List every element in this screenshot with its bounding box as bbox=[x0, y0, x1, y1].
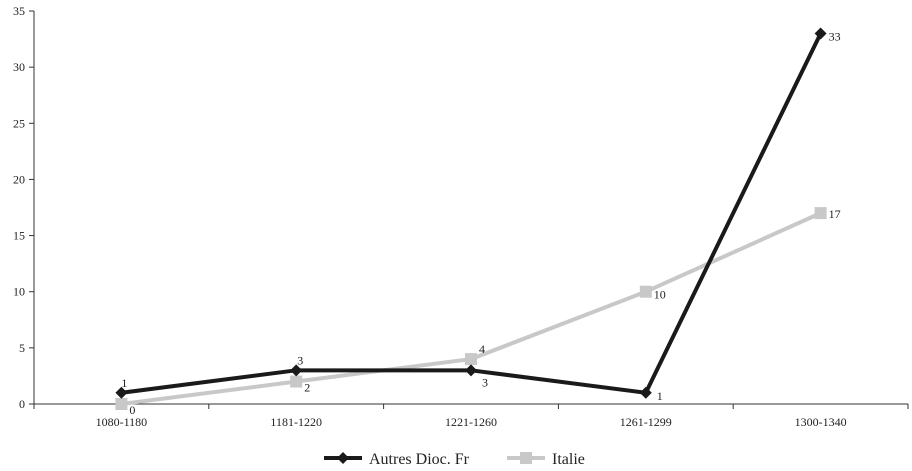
x-tick-label: 1300-1340 bbox=[795, 415, 847, 429]
y-tick-label: 15 bbox=[13, 229, 25, 243]
series-0-data-label: 3 bbox=[482, 375, 488, 389]
series-1-data-label: 17 bbox=[829, 207, 841, 221]
series-0-point bbox=[290, 364, 303, 377]
series-1-point bbox=[290, 375, 303, 388]
x-tick-label: 1221-1260 bbox=[445, 415, 497, 429]
legend-label: Autres Dioc. Fr bbox=[369, 451, 470, 468]
legend-swatch-marker bbox=[520, 452, 532, 464]
y-tick-label: 30 bbox=[13, 60, 25, 74]
y-tick-label: 20 bbox=[13, 172, 25, 186]
series-1-point bbox=[465, 353, 477, 366]
y-tick-label: 0 bbox=[19, 397, 25, 411]
x-tick-label: 1181-1220 bbox=[270, 415, 322, 429]
y-tick-label: 5 bbox=[19, 341, 25, 355]
series-1-data-label: 10 bbox=[654, 288, 666, 302]
series-1-data-label: 4 bbox=[479, 342, 485, 356]
series-0-line bbox=[121, 32, 823, 395]
x-tick-label: 1080-1180 bbox=[96, 415, 148, 429]
series-0-point bbox=[814, 27, 827, 40]
legend-label: Italie bbox=[552, 451, 585, 468]
series-1-data-label: 0 bbox=[129, 403, 135, 417]
series-1-point bbox=[115, 398, 128, 410]
series-0-data-label: 1 bbox=[121, 376, 127, 390]
series-1-point bbox=[639, 285, 652, 298]
y-tick-label: 10 bbox=[13, 285, 25, 299]
legend-swatch-marker bbox=[337, 452, 349, 464]
series-1-data-label: 2 bbox=[304, 381, 310, 395]
x-tick-label: 1261-1299 bbox=[620, 415, 672, 429]
series-1-point bbox=[814, 207, 827, 220]
series-0-point bbox=[639, 386, 652, 399]
series-0-data-label: 1 bbox=[657, 389, 663, 403]
series-0-data-label: 3 bbox=[297, 353, 303, 367]
series-0-point bbox=[115, 386, 128, 399]
y-tick-label: 35 bbox=[13, 4, 25, 18]
series-0-data-label: 33 bbox=[829, 29, 841, 43]
y-tick-label: 25 bbox=[13, 116, 25, 130]
series-0-point bbox=[465, 364, 477, 377]
